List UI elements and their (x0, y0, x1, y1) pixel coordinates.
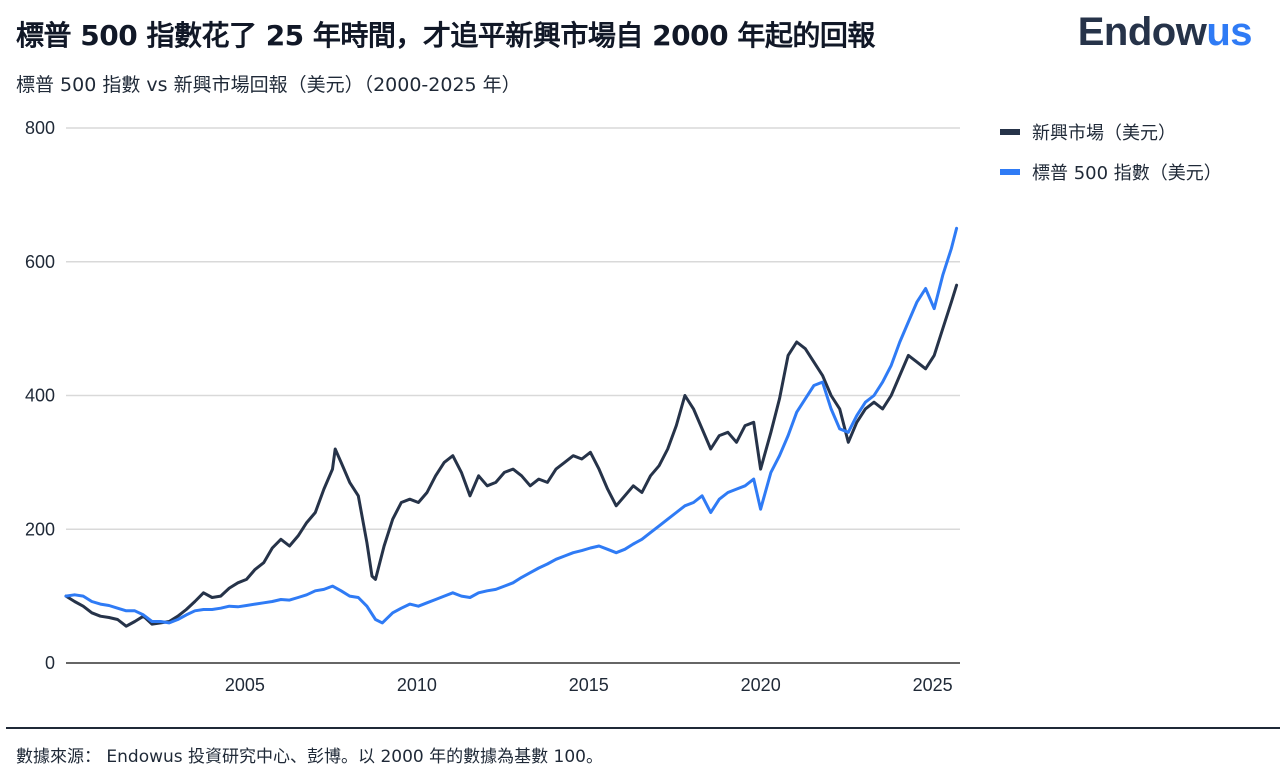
x-tick-label: 2005 (225, 675, 265, 695)
chart-subtitle: 標普 500 指數 vs 新興市場回報（美元）（2000-2025 年） (16, 74, 521, 96)
y-tick-label: 200 (25, 519, 55, 539)
footer-divider (6, 727, 1280, 729)
legend-item-sp500: 標普 500 指數（美元） (1000, 152, 1222, 192)
x-tick-label: 2010 (397, 675, 437, 695)
chart-legend: 新興市場（美元） 標普 500 指數（美元） (1000, 112, 1222, 192)
series-line-em (64, 283, 959, 628)
series-line-sp500 (64, 226, 959, 625)
endowus-logo: Endowus (1077, 10, 1253, 55)
line-chart: 0 200 400 600 800 2005 2010 2015 2020 2025 (25, 118, 960, 695)
source-note: 數據來源： Endowus 投資研究中心、彭博。以 2000 年的數據為基數 1… (16, 747, 603, 767)
legend-item-em: 新興市場（美元） (1000, 112, 1222, 152)
x-tick-label: 2025 (913, 675, 953, 695)
legend-label-em: 新興市場（美元） (1032, 123, 1176, 144)
chart-title: 標普 500 指數花了 25 年時間，才追平新興市場自 2000 年起的回報 (16, 19, 875, 52)
y-tick-label: 600 (25, 252, 55, 272)
x-tick-label: 2020 (741, 675, 781, 695)
legend-label-sp500: 標普 500 指數（美元） (1032, 163, 1222, 184)
y-tick-label: 800 (25, 118, 55, 138)
legend-swatch-sp500 (1000, 169, 1020, 175)
legend-swatch-em (1000, 129, 1020, 135)
logo-text-accent: us (1206, 10, 1252, 54)
logo-text-main: Endow (1077, 10, 1207, 54)
y-tick-label: 400 (25, 386, 55, 406)
x-tick-label: 2015 (569, 675, 609, 695)
y-tick-label: 0 (45, 653, 55, 673)
